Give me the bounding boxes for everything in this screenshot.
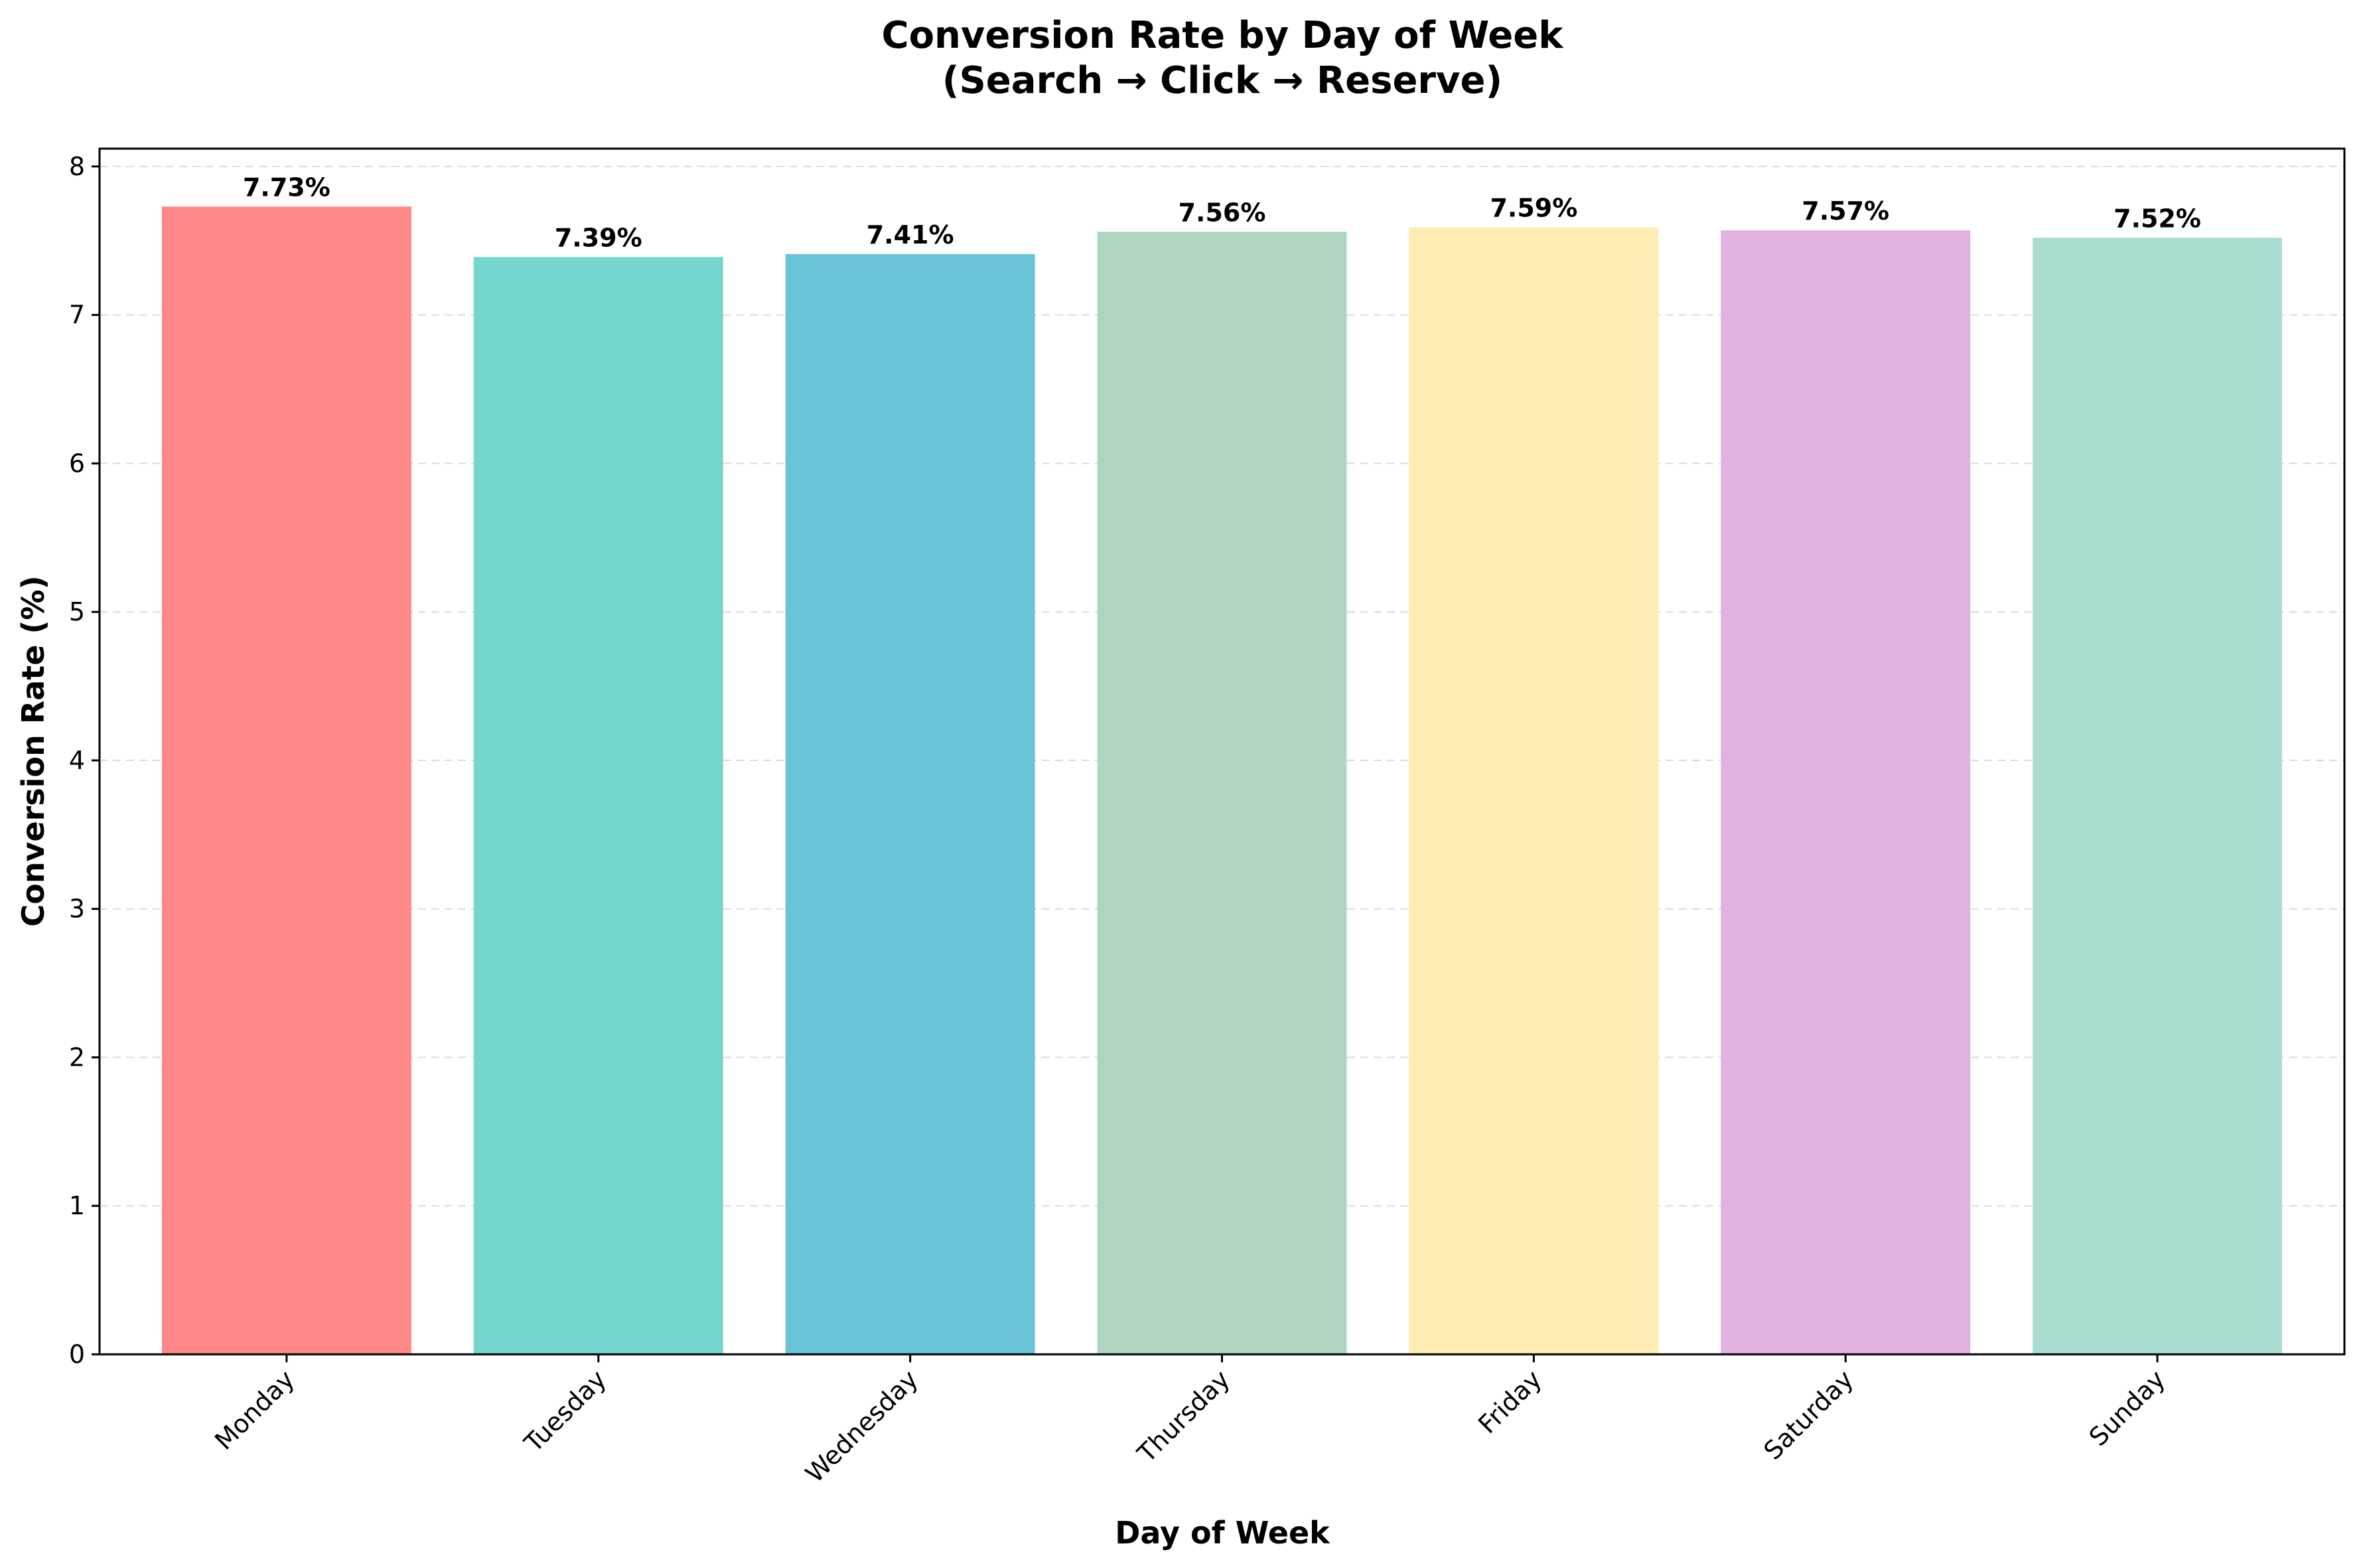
chart-title-line2: (Search → Click → Reserve) — [942, 59, 1502, 102]
bar-wednesday — [785, 253, 1035, 1354]
y-tick-label: 8 — [69, 152, 85, 181]
y-tick-label: 3 — [69, 894, 85, 924]
y-tick-label: 0 — [69, 1340, 85, 1369]
data-label-monday: 7.73% — [243, 173, 330, 202]
x-axis-label: Day of Week — [1115, 1515, 1330, 1551]
y-tick-label: 7 — [69, 301, 85, 330]
bar-saturday — [1721, 230, 1971, 1355]
y-axis-ticks: 0 1 2 3 4 5 6 7 8 — [69, 152, 100, 1369]
bar-friday — [1409, 227, 1659, 1354]
y-tick-label: 1 — [69, 1191, 85, 1220]
y-tick-label: 4 — [69, 746, 85, 775]
data-label-tuesday: 7.39% — [555, 223, 642, 252]
data-label-sunday: 7.52% — [2114, 204, 2201, 233]
bar-monday — [161, 206, 411, 1354]
data-label-friday: 7.59% — [1490, 194, 1577, 223]
data-label-wednesday: 7.41% — [867, 220, 954, 249]
data-label-thursday: 7.56% — [1179, 198, 1266, 227]
bars — [161, 206, 2283, 1355]
y-axis-label: Conversion Rate (%) — [15, 575, 51, 926]
data-label-saturday: 7.57% — [1802, 196, 1889, 226]
y-tick-label: 2 — [69, 1042, 85, 1072]
y-tick-label: 6 — [69, 449, 85, 478]
data-labels: 7.73% 7.39% 7.41% 7.56% 7.59% 7.57% 7.52% — [243, 173, 2201, 252]
chart-title-line1: Conversion Rate by Day of Week — [881, 14, 1564, 57]
y-tick-label: 5 — [69, 597, 85, 626]
bar-tuesday — [473, 257, 723, 1355]
bar-sunday — [2033, 238, 2283, 1354]
bar-thursday — [1097, 232, 1347, 1355]
